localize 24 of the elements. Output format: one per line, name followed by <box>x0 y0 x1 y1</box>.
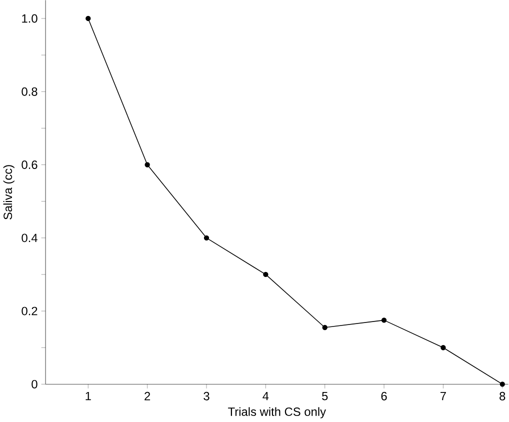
y-tick-label: 0.6 <box>22 160 38 170</box>
point <box>204 236 210 241</box>
y-axis-title: Saliva (cc) <box>3 165 14 220</box>
point <box>322 325 328 330</box>
point <box>500 382 505 387</box>
x-tick-label: 4 <box>262 392 269 400</box>
point <box>440 345 446 350</box>
point <box>263 272 268 278</box>
y-tick-label: 1.0 <box>22 14 38 23</box>
x-axis-title: Trials with CS only <box>228 407 326 418</box>
x-tick-label: 8 <box>500 392 506 401</box>
x-tick-label: 5 <box>322 392 328 400</box>
y-tick-label: 0 <box>32 380 38 389</box>
y-tick-label: 0.8 <box>22 88 38 96</box>
x-tick-label: 3 <box>204 392 210 401</box>
point <box>381 318 387 323</box>
x-tick-label: 2 <box>144 392 150 400</box>
x-tick-label: 1 <box>86 392 91 400</box>
y-tick-label: 0.4 <box>22 234 38 242</box>
point <box>144 162 150 168</box>
x-tick-label: 7 <box>440 392 446 400</box>
point <box>86 16 91 22</box>
y-tick-label: 0.2 <box>22 307 38 316</box>
x-tick-label: 6 <box>381 392 387 401</box>
